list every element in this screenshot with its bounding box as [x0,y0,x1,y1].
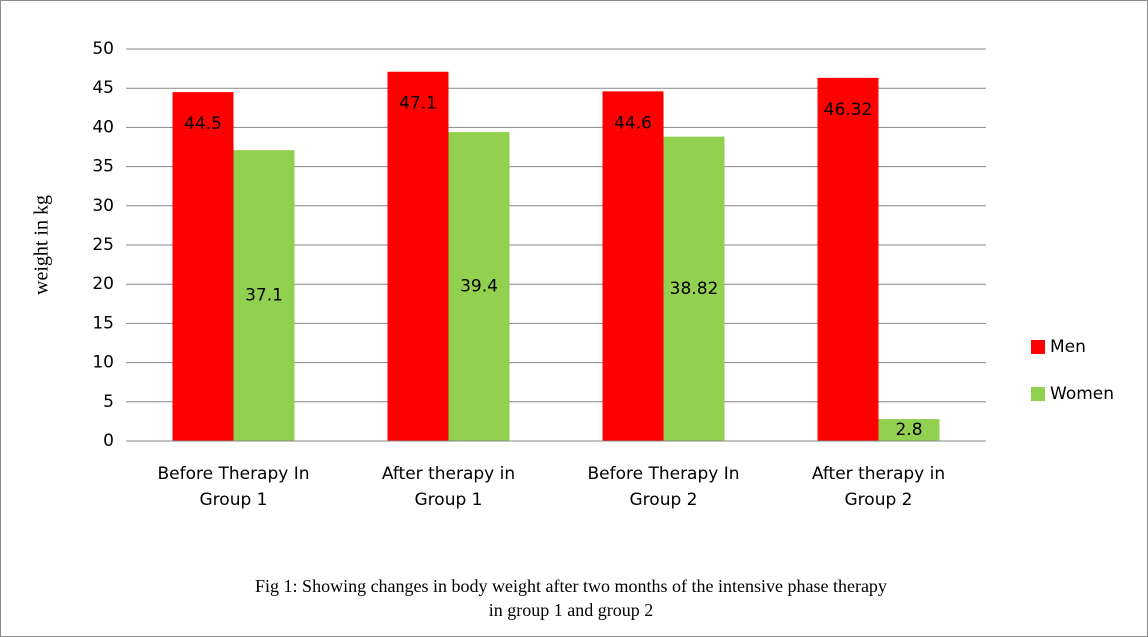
bar [602,91,664,441]
legend-swatch [1031,387,1045,401]
legend-swatch [1031,340,1045,354]
legend-label: Women [1050,384,1114,404]
y-tick-label: 50 [92,39,114,59]
x-tick-label: Before Therapy In Group 1 [157,464,310,510]
y-tick-label: 35 [92,157,114,177]
y-tick-label: 25 [92,235,114,255]
y-tick-label: 5 [103,392,114,412]
x-tick-label: After therapy in Group 1 [381,464,516,510]
y-tick-label: 30 [92,196,114,216]
data-label: 2.8 [895,420,922,440]
bar [878,419,940,441]
legend-label: Men [1050,337,1086,357]
bar [663,136,725,442]
x-tick-label: After therapy in Group 2 [811,464,946,510]
data-label: 39.4 [460,277,498,297]
bar [233,150,295,442]
bar [387,71,449,442]
data-label: 37.1 [245,286,283,306]
caption: Fig 1: Showing changes in body weight af… [255,576,887,620]
y-tick-label: 15 [92,313,114,333]
y-tick-label: 0 [103,431,114,451]
data-label: 38.82 [670,279,719,299]
data-label: 46.32 [824,100,873,120]
y-tick-label: 20 [92,274,114,294]
x-tick-label: Before Therapy In Group 2 [587,464,740,510]
y-tick-label: 45 [92,78,114,98]
y-tick-label: 40 [92,117,114,137]
data-label: 47.1 [399,94,437,114]
y-tick-label: 10 [92,353,114,373]
y-axis-label: weight in kg [31,195,53,295]
bar [448,132,510,441]
data-label: 44.6 [614,113,652,133]
data-label: 44.5 [184,114,222,134]
bar [172,92,234,442]
bar [817,77,879,441]
